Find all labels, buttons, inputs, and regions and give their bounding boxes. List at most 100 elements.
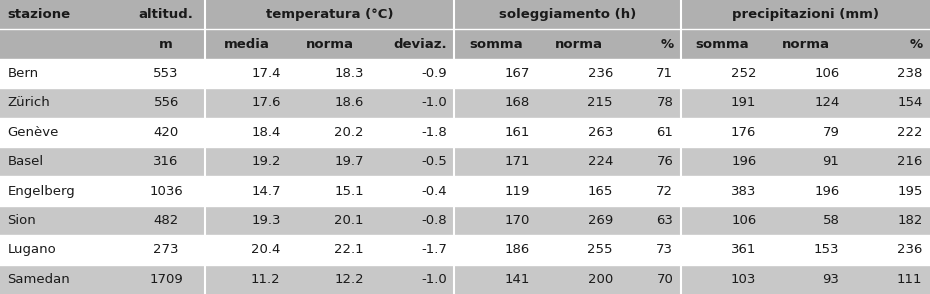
Text: 316: 316 — [153, 155, 179, 168]
Text: 153: 153 — [814, 243, 840, 256]
Text: 19.2: 19.2 — [251, 155, 281, 168]
Text: 361: 361 — [731, 243, 756, 256]
Bar — [0, 118, 930, 147]
Text: somma: somma — [696, 38, 750, 51]
Bar — [0, 265, 930, 294]
Text: 20.4: 20.4 — [251, 243, 281, 256]
Text: 216: 216 — [897, 155, 923, 168]
Text: %: % — [910, 38, 923, 51]
Bar — [0, 176, 930, 206]
Text: 167: 167 — [504, 67, 530, 80]
Text: 556: 556 — [153, 96, 179, 109]
Text: 124: 124 — [814, 96, 840, 109]
Text: 255: 255 — [588, 243, 613, 256]
Text: 186: 186 — [505, 243, 530, 256]
Text: norma: norma — [555, 38, 603, 51]
Text: 22.1: 22.1 — [334, 243, 364, 256]
Text: 111: 111 — [897, 273, 923, 286]
Text: 70: 70 — [657, 273, 673, 286]
Text: 170: 170 — [504, 214, 530, 227]
Text: 236: 236 — [897, 243, 923, 256]
Text: 72: 72 — [657, 185, 673, 198]
Text: 269: 269 — [588, 214, 613, 227]
Text: 196: 196 — [731, 155, 756, 168]
Text: 19.7: 19.7 — [334, 155, 364, 168]
Text: altitud.: altitud. — [139, 8, 193, 21]
Text: 20.1: 20.1 — [334, 214, 364, 227]
Text: 191: 191 — [731, 96, 756, 109]
Text: 79: 79 — [823, 126, 840, 139]
Bar — [0, 147, 930, 176]
Text: 420: 420 — [153, 126, 179, 139]
Text: 215: 215 — [588, 96, 613, 109]
Text: -1.0: -1.0 — [421, 273, 446, 286]
Text: Engelberg: Engelberg — [7, 185, 75, 198]
Text: temperatura (°C): temperatura (°C) — [266, 8, 393, 21]
Text: 106: 106 — [731, 214, 756, 227]
Text: 236: 236 — [588, 67, 613, 80]
Text: -0.9: -0.9 — [421, 67, 446, 80]
Text: Bern: Bern — [7, 67, 38, 80]
Text: 482: 482 — [153, 214, 179, 227]
Text: Sion: Sion — [7, 214, 36, 227]
Text: 19.3: 19.3 — [251, 214, 281, 227]
Text: 91: 91 — [823, 155, 840, 168]
Text: 63: 63 — [657, 214, 673, 227]
Text: 161: 161 — [504, 126, 530, 139]
Text: 171: 171 — [504, 155, 530, 168]
Text: -1.0: -1.0 — [421, 96, 446, 109]
Bar — [0, 88, 930, 118]
Text: 553: 553 — [153, 67, 179, 80]
Text: -1.7: -1.7 — [421, 243, 446, 256]
Text: 18.4: 18.4 — [251, 126, 281, 139]
Text: 273: 273 — [153, 243, 179, 256]
Text: 176: 176 — [731, 126, 756, 139]
Text: 195: 195 — [897, 185, 923, 198]
Text: 263: 263 — [588, 126, 613, 139]
Text: stazione: stazione — [7, 8, 71, 21]
Bar — [0, 29, 930, 59]
Text: -0.8: -0.8 — [421, 214, 446, 227]
Text: 103: 103 — [731, 273, 756, 286]
Bar — [0, 0, 930, 29]
Text: 11.2: 11.2 — [251, 273, 281, 286]
Text: 238: 238 — [897, 67, 923, 80]
Text: Lugano: Lugano — [7, 243, 56, 256]
Bar — [0, 206, 930, 235]
Text: 165: 165 — [588, 185, 613, 198]
Text: 106: 106 — [815, 67, 840, 80]
Text: media: media — [223, 38, 270, 51]
Text: m: m — [159, 38, 173, 51]
Text: 222: 222 — [897, 126, 923, 139]
Text: 18.3: 18.3 — [334, 67, 364, 80]
Text: 18.6: 18.6 — [334, 96, 364, 109]
Text: 154: 154 — [897, 96, 923, 109]
Text: 182: 182 — [897, 214, 923, 227]
Text: 20.2: 20.2 — [334, 126, 364, 139]
Text: 58: 58 — [823, 214, 840, 227]
Text: 383: 383 — [731, 185, 756, 198]
Text: deviaz.: deviaz. — [393, 38, 446, 51]
Text: Basel: Basel — [7, 155, 44, 168]
Text: -1.8: -1.8 — [421, 126, 446, 139]
Text: 252: 252 — [731, 67, 756, 80]
Text: -0.5: -0.5 — [421, 155, 446, 168]
Text: norma: norma — [781, 38, 830, 51]
Text: 17.6: 17.6 — [251, 96, 281, 109]
Text: 71: 71 — [657, 67, 673, 80]
Text: norma: norma — [306, 38, 353, 51]
Text: Zürich: Zürich — [7, 96, 50, 109]
Text: 73: 73 — [657, 243, 673, 256]
Bar — [0, 235, 930, 265]
Text: Samedan: Samedan — [7, 273, 70, 286]
Text: 61: 61 — [657, 126, 673, 139]
Text: 76: 76 — [657, 155, 673, 168]
Text: 224: 224 — [588, 155, 613, 168]
Text: 141: 141 — [504, 273, 530, 286]
Text: 196: 196 — [815, 185, 840, 198]
Text: 119: 119 — [504, 185, 530, 198]
Text: 1709: 1709 — [150, 273, 183, 286]
Text: %: % — [660, 38, 673, 51]
Text: 93: 93 — [823, 273, 840, 286]
Text: soleggiamento (h): soleggiamento (h) — [498, 8, 636, 21]
